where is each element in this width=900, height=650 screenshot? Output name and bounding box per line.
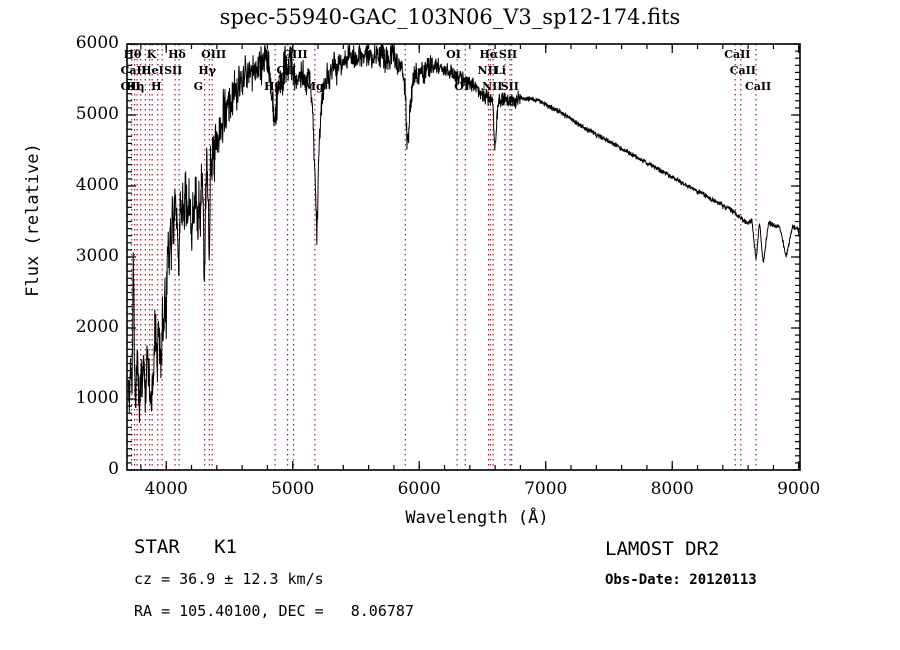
axis-ticks: [127, 43, 800, 471]
line-label-CaII-8498: CaII: [724, 48, 751, 61]
y-tick-4000: 4000: [75, 175, 119, 195]
line-label-H-3770: Hη: [126, 80, 145, 93]
y-tick-0: 0: [108, 459, 119, 479]
y-tick-3000: 3000: [75, 246, 119, 266]
line-label-H-4341: Hγ: [198, 64, 216, 77]
y-tick-6000: 6000: [75, 33, 119, 53]
footer-survey: LAMOST DR2: [605, 538, 720, 560]
plot-frame: [126, 43, 801, 471]
x-tick-5000: 5000: [271, 479, 315, 499]
line-label-CaII-8542: CaII: [729, 64, 756, 77]
line-label-H-3968: H: [151, 80, 162, 93]
line-label-OI-6300: OI: [446, 48, 461, 61]
line-label-K-3933: K: [146, 48, 157, 61]
line-label-HeI-3889: HeI: [141, 64, 164, 77]
spectrum-trace: [127, 44, 800, 423]
x-axis-label: Wavelength (Å): [405, 508, 549, 528]
line-label-OIII-4363: OIII: [201, 48, 227, 61]
footer-redshift: cz = 36.9 ± 12.3 km/s: [134, 570, 324, 588]
y-tick-1000: 1000: [75, 388, 119, 408]
x-tick-7000: 7000: [524, 479, 568, 499]
x-tick-9000: 9000: [777, 479, 821, 499]
line-label-CaII-3727: CaII: [120, 64, 147, 77]
x-tick-6000: 6000: [397, 479, 441, 499]
line-label-Mg-5175: Mg: [303, 80, 324, 93]
line-label-H-4102: Hδ: [168, 48, 186, 61]
line-label-SII-4070: SII: [164, 64, 183, 77]
y-tick-2000: 2000: [75, 317, 119, 337]
line-label-NII-6548: NII: [477, 64, 498, 77]
y-axis-label: Flux (relative): [23, 143, 43, 297]
line-label-H-4861: Hβ: [264, 80, 282, 93]
line-label-H-6563: Hα: [479, 48, 499, 61]
x-tick-8000: 8000: [650, 479, 694, 499]
line-label-OIII-5007: OIII: [282, 48, 308, 61]
footer-coordinates: RA = 105.40100, DEC = 8.06787: [134, 602, 414, 620]
line-label-OI-6364: OI: [454, 80, 469, 93]
x-tick-4000: 4000: [144, 479, 188, 499]
page-title: spec-55940-GAC_103N06_V3_sp12-174.fits: [219, 5, 681, 29]
line-label-G-4304: G: [193, 80, 204, 93]
line-label-H-3750: Hθ: [123, 48, 142, 61]
line-label-SII-6731: SII: [500, 80, 519, 93]
line-label-OII-4959: OII: [276, 64, 297, 77]
footer-star-class: STAR K1: [134, 536, 237, 558]
line-label-SII-6717: SII: [498, 48, 518, 61]
line-label-CaII-8662: CaII: [744, 80, 772, 93]
line-label-Li-6678: Li: [493, 64, 506, 77]
y-tick-5000: 5000: [75, 104, 119, 124]
line-label-OII-3727: OII: [120, 80, 141, 93]
line-label-NII-6584: NII: [482, 80, 503, 93]
footer-obs-date: Obs-Date: 20120113: [605, 572, 757, 588]
